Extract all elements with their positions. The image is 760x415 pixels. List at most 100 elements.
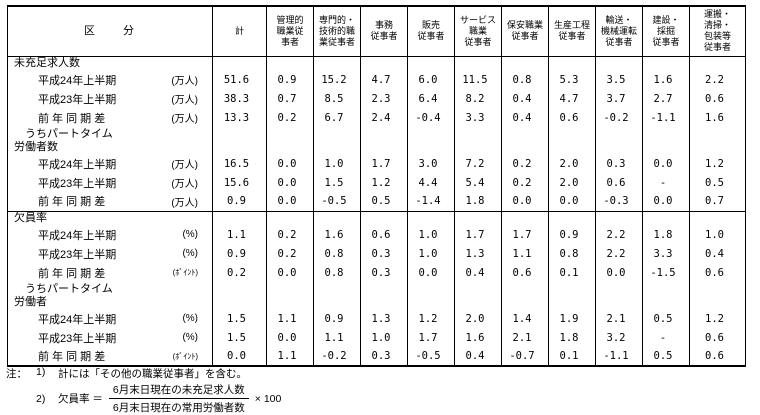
row-label-cell: 前 年 同 期 差 (ﾎﾟｲﾝﾄ) xyxy=(8,347,213,366)
value-cell: 0.3 xyxy=(360,347,408,366)
row-unit: (万人) xyxy=(171,95,198,106)
empty-cell xyxy=(595,210,643,225)
empty-cell xyxy=(407,127,455,154)
column-header: 計 xyxy=(212,6,267,57)
value-cell: -0.5 xyxy=(407,347,455,366)
column-header: 輸送・ 機械運転 従事者 xyxy=(595,6,643,57)
value-cell: 0.0 xyxy=(266,192,314,211)
value-cell: 1.9 xyxy=(548,309,596,328)
value-cell: 0.2 xyxy=(266,244,314,263)
value-cell: - xyxy=(642,328,690,347)
value-cell: 1.2 xyxy=(360,173,408,192)
vacancy-rate-formula-lead: 欠員率 ＝ xyxy=(58,393,103,405)
empty-cell xyxy=(454,56,502,70)
row-label-cell: 平成23年上半期 (万人) xyxy=(8,173,213,192)
column-header: 事務 従事者 xyxy=(360,6,408,57)
value-cell: 0.4 xyxy=(454,263,502,282)
column-header: サービス 職業 従事者 xyxy=(454,6,502,57)
value-cell: 0.9 xyxy=(212,192,267,211)
value-cell: 0.1 xyxy=(548,347,596,366)
value-cell: 7.2 xyxy=(454,154,502,173)
value-cell: 2.2 xyxy=(595,244,643,263)
value-cell: 0.6 xyxy=(501,263,549,282)
value-cell: 0.3 xyxy=(360,263,408,282)
empty-cell xyxy=(501,56,549,70)
value-cell: 0.6 xyxy=(548,108,596,127)
corner-header: 区 分 xyxy=(7,6,213,57)
value-cell: 1.1 xyxy=(212,225,267,244)
column-header: 保安職業 従事者 xyxy=(501,6,549,57)
row-unit: (%) xyxy=(182,229,198,240)
empty-cell xyxy=(407,282,455,309)
value-cell: 1.0 xyxy=(360,328,408,347)
row-unit: (%) xyxy=(182,248,198,259)
empty-cell xyxy=(548,56,596,70)
value-cell: 1.8 xyxy=(642,225,690,244)
empty-cell xyxy=(212,127,267,154)
table-row: 平成23年上半期 (万人) 15.6 0.0 1.5 1.2 4.4 5.4 0.2 2.0 0.6… xyxy=(8,173,746,192)
value-cell: 4.4 xyxy=(407,173,455,192)
footnote-1: 注： 1) 計には「その他の職業従事者」を含む。 xyxy=(6,366,754,381)
table-body: 未充足求人数 平成24年上半期 (万人) 51.6 0.9 15.2 4.7 6.0 11.5 0… xyxy=(7,56,746,366)
note1-number: 1) xyxy=(36,366,46,378)
value-cell: 1.7 xyxy=(501,225,549,244)
value-cell: -0.5 xyxy=(313,192,361,211)
empty-cell xyxy=(548,127,596,154)
value-cell: 0.9 xyxy=(313,309,361,328)
empty-cell xyxy=(313,127,361,154)
empty-cell xyxy=(266,282,314,309)
empty-cell xyxy=(454,210,502,225)
value-cell: 0.5 xyxy=(642,309,690,328)
value-cell: 0.0 xyxy=(266,173,314,192)
value-cell: 0.7 xyxy=(266,89,314,108)
value-cell: 0.8 xyxy=(548,244,596,263)
value-cell: 3.7 xyxy=(595,89,643,108)
row-label-cell: 平成23年上半期 (万人) xyxy=(8,89,213,108)
value-cell: 1.7 xyxy=(407,328,455,347)
empty-cell xyxy=(595,56,643,70)
row-label: 平成24年上半期 xyxy=(38,74,117,87)
value-cell: 0.6 xyxy=(360,225,408,244)
empty-cell xyxy=(689,282,746,309)
row-label-cell: 前 年 同 期 差 (ﾎﾟｲﾝﾄ) xyxy=(8,263,213,282)
value-cell: 1.6 xyxy=(689,108,746,127)
value-cell: 11.5 xyxy=(454,70,502,89)
row-unit: (万人) xyxy=(171,114,198,125)
value-cell: -1.4 xyxy=(407,192,455,211)
section-title-row: うちパートタイム 労働者 xyxy=(8,282,746,309)
vacancy-rate-formula-suffix: × 100 xyxy=(254,392,282,405)
empty-cell xyxy=(360,56,408,70)
value-cell: 0.0 xyxy=(266,263,314,282)
value-cell: 0.0 xyxy=(212,347,267,366)
empty-cell xyxy=(642,127,690,154)
value-cell: - xyxy=(642,173,690,192)
section-title-row: 未充足求人数 xyxy=(8,56,746,70)
value-cell: 5.3 xyxy=(548,70,596,89)
row-unit: (ﾎﾟｲﾝﾄ) xyxy=(172,268,198,277)
empty-cell xyxy=(454,127,502,154)
value-cell: 0.0 xyxy=(642,192,690,211)
row-label-cell: 平成24年上半期 (%) xyxy=(8,309,213,328)
value-cell: 0.6 xyxy=(595,173,643,192)
value-cell: 1.6 xyxy=(642,70,690,89)
value-cell: 2.0 xyxy=(548,154,596,173)
row-label: 平成24年上半期 xyxy=(38,229,117,242)
value-cell: 3.3 xyxy=(454,108,502,127)
value-cell: 1.1 xyxy=(501,244,549,263)
value-cell: 0.2 xyxy=(266,225,314,244)
header-row: 区 分 計管理的 職業従 事者 専門的・ 技術的職 業従事者 事務 従事者 販売 従事… xyxy=(7,6,746,57)
empty-cell xyxy=(407,210,455,225)
value-cell: 3.2 xyxy=(595,328,643,347)
value-cell: 0.8 xyxy=(313,263,361,282)
empty-cell xyxy=(595,282,643,309)
empty-cell xyxy=(212,56,267,70)
value-cell: 0.2 xyxy=(212,263,267,282)
empty-cell xyxy=(642,56,690,70)
empty-cell xyxy=(266,210,314,225)
value-cell: 0.3 xyxy=(595,154,643,173)
row-label: 前 年 同 期 差 xyxy=(38,196,106,209)
value-cell: 0.5 xyxy=(360,192,408,211)
value-cell: 0.0 xyxy=(266,154,314,173)
empty-cell xyxy=(407,56,455,70)
